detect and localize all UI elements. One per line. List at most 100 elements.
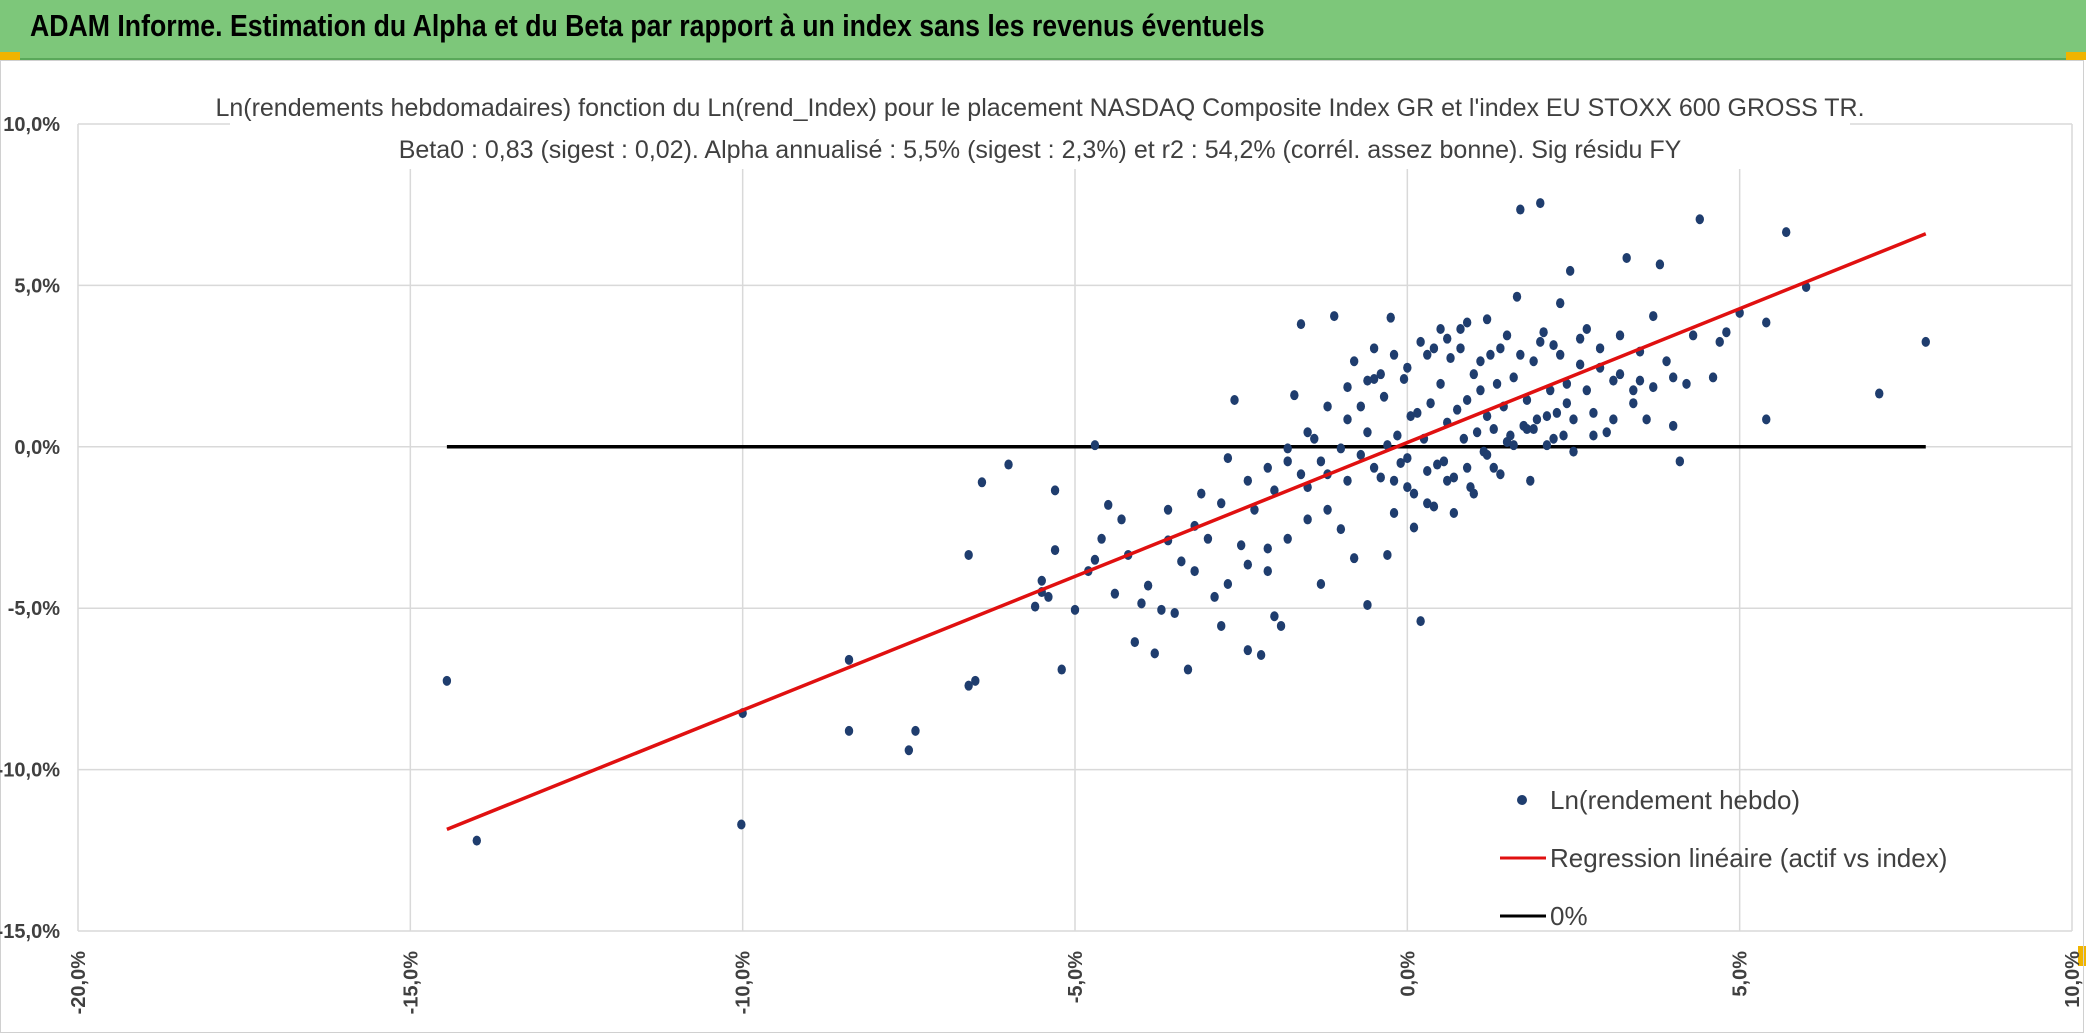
data-point: [964, 680, 973, 691]
data-point: [1243, 475, 1253, 486]
data-point: [1316, 456, 1326, 467]
data-point: [1403, 482, 1412, 493]
data-point: [1708, 372, 1718, 383]
data-point: [1615, 369, 1625, 380]
data-point: [1762, 317, 1771, 328]
data-point: [1376, 472, 1385, 483]
data-point: [1403, 453, 1412, 464]
data-point: [1323, 401, 1332, 412]
data-point: [1582, 385, 1591, 396]
data-point: [1549, 340, 1558, 351]
data-point: [1609, 375, 1618, 386]
data-point: [1522, 394, 1532, 405]
data-point: [1569, 446, 1578, 457]
data-point: [1439, 456, 1449, 467]
data-point: [1356, 401, 1366, 412]
data-point: [1376, 369, 1385, 380]
y-axis-ticks: -15,0% -10,0% -5,0% 0,0% 5,0% 10,0%: [0, 114, 60, 943]
data-point: [1423, 349, 1432, 360]
data-point: [1482, 449, 1492, 460]
data-point: [1389, 349, 1399, 360]
data-point: [971, 675, 980, 686]
data-point: [1349, 356, 1359, 367]
data-point: [1549, 433, 1558, 444]
data-point: [1542, 440, 1552, 451]
data-point: [1509, 372, 1518, 383]
data-point: [1303, 514, 1312, 525]
corner-marker: [0, 52, 20, 60]
data-point: [1489, 424, 1498, 435]
data-point: [1552, 407, 1562, 418]
data-point: [1283, 443, 1292, 454]
data-point: [1416, 336, 1425, 347]
data-point: [1197, 488, 1206, 499]
data-point: [1562, 378, 1572, 389]
data-point: [1452, 404, 1462, 415]
x-tick-label: -20,0%: [68, 951, 90, 1015]
data-point: [1486, 349, 1495, 360]
regression-line: [446, 232, 1927, 831]
data-point: [1615, 330, 1625, 341]
data-point: [1436, 323, 1445, 334]
data-point: [1529, 424, 1538, 435]
chart-legend: Ln(rendement hebdo) Regression linéaire …: [1500, 785, 1947, 931]
data-point: [1070, 604, 1080, 615]
data-point: [1323, 504, 1332, 515]
data-point: [1556, 349, 1565, 360]
data-point: [977, 477, 987, 488]
data-point: [1532, 414, 1542, 425]
data-point: [1472, 427, 1482, 438]
data-point: [1569, 414, 1578, 425]
data-point: [1559, 430, 1568, 441]
data-point: [1143, 580, 1153, 591]
data-point: [1050, 545, 1060, 556]
data-point: [737, 819, 746, 830]
data-point: [1589, 430, 1598, 441]
data-point: [1629, 385, 1638, 396]
data-point: [1243, 645, 1253, 656]
data-point: [1921, 336, 1930, 347]
report-title: ADAM Informe. Estimation du Alpha et du …: [30, 8, 1265, 43]
data-point: [1682, 378, 1691, 389]
data-point: [1210, 591, 1219, 602]
data-point: [1589, 407, 1598, 418]
data-point: [1546, 385, 1555, 396]
data-point: [1110, 588, 1120, 599]
data-point: [1496, 469, 1505, 480]
data-point: [1655, 259, 1665, 270]
data-point: [1236, 540, 1246, 551]
data-point: [1090, 554, 1100, 565]
data-point: [1462, 317, 1472, 328]
data-point: [1522, 424, 1532, 435]
data-point: [1516, 349, 1525, 360]
y-tick-label: 5,0%: [14, 275, 60, 297]
data-point: [1443, 475, 1452, 486]
data-point: [1423, 498, 1432, 509]
data-point: [1649, 382, 1658, 393]
chart-title-line-1: Ln(rendements hebdomadaires) fonction du…: [215, 94, 1864, 122]
data-point: [1383, 549, 1392, 560]
data-point: [1482, 314, 1492, 325]
data-point: [1104, 499, 1113, 510]
corner-marker: [2078, 946, 2086, 966]
data-points: [442, 198, 1930, 846]
data-point: [1426, 398, 1435, 409]
corner-marker: [2066, 52, 2086, 60]
data-point: [1369, 343, 1379, 354]
data-point: [1502, 436, 1512, 447]
data-point: [1669, 372, 1678, 383]
data-point: [1516, 204, 1525, 215]
data-point: [1649, 311, 1658, 322]
legend-label-zero: 0%: [1550, 901, 1588, 931]
y-tick-label: -10,0%: [0, 760, 60, 782]
data-point: [1383, 440, 1392, 451]
regression-line-path: [446, 232, 1927, 831]
y-tick-label: -15,0%: [0, 921, 60, 943]
data-point: [1556, 298, 1565, 309]
data-point: [1565, 265, 1575, 276]
data-point: [1270, 611, 1279, 622]
title-background: [230, 93, 1850, 169]
data-point: [1406, 411, 1415, 422]
data-point: [1263, 462, 1272, 473]
data-point: [1416, 616, 1425, 627]
